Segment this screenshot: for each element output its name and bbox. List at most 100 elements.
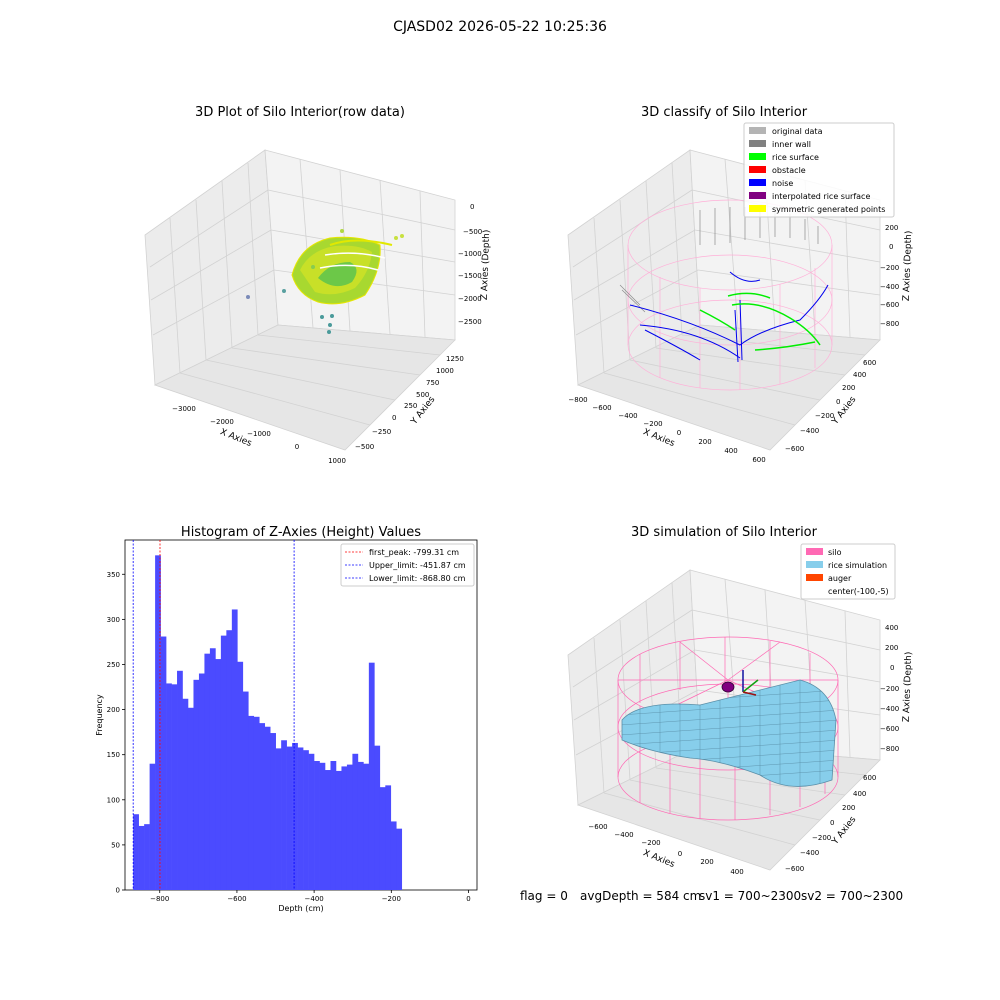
histogram-bar: [363, 763, 370, 890]
histogram-bar: [215, 659, 222, 890]
figure-title: CJASD02 2026-05-22 10:25:36: [393, 19, 607, 35]
raw-ztick: −500: [463, 228, 482, 236]
histogram-bar: [155, 555, 161, 890]
histogram-bar: [237, 661, 244, 890]
sim-xtick: −400: [614, 831, 633, 839]
histogram-bar: [297, 747, 304, 890]
legend-swatch-obstacle: [749, 166, 766, 173]
raw-ytick: −250: [372, 428, 391, 436]
sim-ztick: −600: [880, 725, 899, 733]
panel-classify-y-ticks: −600 −400 −200 0 200 400 600: [785, 359, 876, 453]
histogram-bar: [171, 684, 178, 890]
classify-ztick: −800: [880, 320, 899, 328]
histogram-threshold-lines: [132, 540, 295, 890]
histogram-bar: [357, 761, 364, 890]
histogram-legend-box: [340, 543, 475, 587]
legend-label-symmetric: symmetric generated points: [772, 205, 885, 214]
histogram-title: Histogram of Z-Axies (Height) Values: [181, 525, 421, 540]
sim-xtick: 200: [700, 858, 713, 866]
classify-xtick: −200: [643, 420, 662, 428]
panel-raw-3d: 3D Plot of Silo Interior(row data) −: [144, 105, 492, 465]
classify-ytick: −200: [815, 412, 834, 420]
histogram-bar: [182, 698, 189, 890]
sim-xtick: 0: [678, 850, 682, 858]
histogram-bar: [341, 766, 348, 890]
footer-avg-depth: avgDepth = 584 cm: [580, 889, 701, 903]
histogram-legend: first_peak: -799.31 cm Upper_limit: -451…: [340, 543, 475, 587]
panel-classify-xlabel: X Axies: [641, 427, 676, 449]
classify-ztick: −600: [880, 301, 899, 309]
histogram-y-tick-label: 350: [107, 571, 120, 579]
sim-ytick: −400: [800, 849, 819, 857]
legend-label-first-peak: first_peak: -799.31 cm: [369, 548, 459, 557]
histogram-bar: [281, 740, 287, 890]
histogram-bar: [379, 787, 386, 890]
panel-classify-rice-surface: [699, 292, 821, 351]
legend-swatch-rice-simulation: [806, 561, 823, 568]
histogram-bar: [396, 828, 403, 890]
histogram-bar: [264, 726, 271, 890]
histogram-bar: [346, 764, 353, 890]
panel-raw-y-ticks: −500 −250 0 250 500 750 1000 1250: [355, 355, 464, 451]
simulation-auger: [721, 670, 759, 696]
classify-ytick: −400: [800, 427, 819, 435]
histogram-bar: [319, 762, 326, 890]
histogram-bar: [314, 761, 320, 890]
classify-ytick: 400: [853, 371, 866, 379]
legend-label-center: center(-100,-5): [828, 587, 889, 596]
legend-label-upper-limit: Upper_limit: -451.87 cm: [369, 561, 466, 570]
histogram-bar: [253, 716, 260, 890]
classify-ztick: 200: [885, 224, 898, 232]
classify-ytick: 600: [863, 359, 876, 367]
histogram-bar: [138, 825, 145, 890]
sim-ztick: −200: [880, 685, 899, 693]
histogram-bar: [259, 723, 266, 890]
classify-xtick: −800: [568, 396, 587, 404]
histogram-bar: [390, 821, 397, 890]
histogram-bar: [335, 770, 342, 890]
histogram-bar: [149, 763, 156, 890]
panel-raw-x-ticks: −3000 −2000 −1000 0 1000: [172, 405, 346, 465]
classify-ztick: 0: [889, 243, 893, 251]
panel-classify-inner-wall: [619, 207, 819, 313]
histogram-y-tick-label: 150: [107, 751, 120, 759]
histogram-x-tick-label: −400: [305, 895, 324, 903]
histogram-x-ticks: −800 −600 −400 −200 0: [150, 890, 471, 903]
classify-xtick: −400: [618, 412, 637, 420]
panel-classify-z-ticks: 200 0 −200 −400 −600 −800: [880, 224, 899, 328]
panel-classify-3d: 3D classify of Silo Interior: [567, 105, 914, 464]
classify-xtick: 200: [698, 438, 711, 446]
histogram-bar: [292, 742, 298, 890]
histogram-bar: [226, 630, 233, 890]
raw-xtick: −2000: [210, 418, 234, 426]
histogram-bar: [209, 648, 216, 890]
raw-xtick: −1000: [247, 430, 271, 438]
sim-ytick: 0: [830, 819, 834, 827]
classify-ztick: −400: [880, 283, 899, 291]
histogram-bar: [325, 770, 331, 890]
raw-ytick: 750: [426, 379, 439, 387]
legend-swatch-symmetric: [749, 205, 766, 212]
classify-ytick: 200: [842, 384, 855, 392]
histogram-bars: [133, 555, 403, 890]
legend-label-silo: silo: [828, 548, 842, 557]
histogram-bar: [204, 653, 211, 890]
classify-xtick: −600: [592, 404, 611, 412]
histogram-bar: [177, 670, 183, 890]
legend-swatch-interpolated: [749, 192, 766, 199]
panel-simulation-x-ticks: −600 −400 −200 0 200 400: [588, 823, 743, 876]
histogram-x-tick-label: −600: [227, 895, 246, 903]
panel-raw-surface: [246, 229, 404, 334]
histogram-bar: [193, 679, 200, 890]
classify-xtick: 400: [724, 447, 737, 455]
histogram-bar: [248, 715, 255, 890]
sim-ytick: −200: [812, 834, 831, 842]
raw-ztick: 0: [470, 203, 474, 211]
legend-label-auger: auger: [828, 574, 852, 583]
histogram-y-tick-label: 300: [107, 616, 120, 624]
sim-ztick: 400: [885, 624, 898, 632]
histogram-bar: [231, 609, 238, 890]
panel-simulation-title: 3D simulation of Silo Interior: [631, 525, 818, 540]
histogram-y-tick-label: 50: [111, 841, 120, 849]
histogram-bar: [220, 635, 227, 890]
